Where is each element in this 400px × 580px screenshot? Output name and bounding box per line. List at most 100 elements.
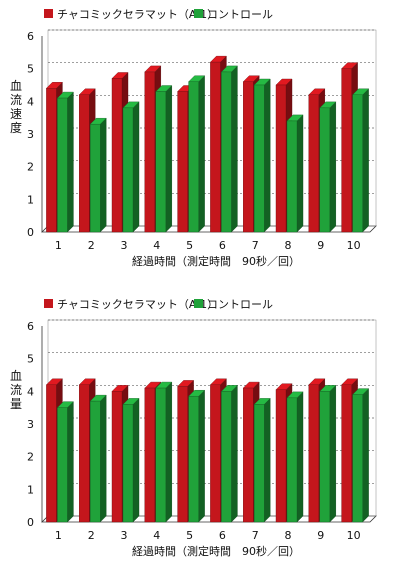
x-tick-label: 6 [219, 529, 226, 542]
bar-front [57, 97, 68, 233]
bar-side [132, 101, 140, 233]
bar-side [329, 101, 336, 233]
bar-side [198, 75, 205, 233]
bar-front [253, 404, 265, 523]
bar-front [210, 384, 221, 523]
bar-side [165, 85, 173, 233]
bar-side [264, 397, 271, 523]
x-tick-label: 10 [347, 529, 361, 542]
x-tick-label: 5 [186, 529, 193, 542]
volume-chart: チャコミックセラマット（A-1）コントロール 0 1 2 3 4 5 6 血流量 1 2 3 4 5 6 7 8… [10, 298, 377, 558]
x-axis-label: 経過時間（測定時間 90秒／回） [132, 544, 300, 558]
x-tick-label: 10 [347, 239, 361, 252]
y-tick-label: 1 [27, 193, 34, 206]
y-tick-label: 0 [27, 516, 34, 529]
bar-1-8 [319, 384, 337, 523]
x-tick-label: 9 [317, 239, 324, 252]
y-tick-label: 6 [27, 30, 34, 43]
bar-front [275, 84, 287, 233]
bar-1-3 [155, 381, 173, 523]
bar-side [296, 114, 304, 233]
legend-swatch-1 [194, 299, 203, 308]
bar-1-0 [56, 91, 74, 233]
y-tick-label: 5 [27, 353, 34, 366]
y-tick-label: 2 [27, 451, 34, 464]
legend-swatch-0 [44, 9, 53, 18]
bar-front [242, 387, 254, 523]
bar-side [296, 391, 304, 523]
x-tick-label: 4 [153, 239, 160, 252]
x-tick-label: 1 [55, 529, 62, 542]
x-tick-label: 6 [219, 239, 226, 252]
bar-front [111, 78, 123, 233]
bar-front [89, 123, 101, 233]
bar-1-7 [286, 114, 304, 233]
bar-1-0 [56, 401, 74, 523]
bar-front [111, 391, 123, 523]
bar-front [46, 384, 57, 523]
x-tick-label: 7 [252, 239, 259, 252]
x-tick-label: 2 [88, 529, 95, 542]
y-axis-label: 血流量 [10, 369, 22, 411]
bar-1-1 [89, 394, 107, 523]
bar-front [78, 384, 90, 523]
bar-1-4 [188, 389, 206, 523]
bar-front [177, 91, 188, 233]
bar-front [221, 71, 232, 233]
x-tick-label: 4 [153, 529, 160, 542]
velocity-chart: チャコミックセラマット（A-1）コントロール 0 1 2 3 4 5 6 血流速度 1 2 3 4 5 6 7… [10, 8, 377, 268]
x-tick-label: 2 [88, 239, 95, 252]
y-tick-label: 3 [27, 128, 34, 141]
x-tick-label: 3 [121, 239, 128, 252]
bar-front [341, 68, 352, 233]
bar-1-5 [220, 384, 238, 523]
y-tick-label: 4 [27, 385, 34, 398]
legend-label-0: チャコミックセラマット（A-1） [57, 8, 218, 21]
bar-1-9 [352, 88, 370, 233]
bar-front [319, 391, 330, 523]
y-tick-label: 5 [27, 63, 34, 76]
x-tick-label: 5 [186, 239, 193, 252]
bar-front [319, 107, 330, 233]
bar-front [210, 61, 221, 233]
bar-front [188, 81, 199, 233]
bar-front [352, 394, 363, 523]
bar-1-7 [286, 391, 304, 523]
legend-label-0: チャコミックセラマット（A-1） [57, 298, 218, 311]
bar-front [155, 387, 167, 523]
bar-front [242, 81, 254, 233]
y-tick-label: 3 [27, 418, 34, 431]
bar-front [308, 384, 319, 523]
bar-1-6 [253, 397, 271, 523]
legend-label-1: コントロール [207, 8, 273, 21]
bar-1-2 [122, 397, 140, 523]
y-tick-label: 2 [27, 161, 34, 174]
bar-front [341, 384, 352, 523]
x-tick-label: 9 [317, 529, 324, 542]
bar-front [155, 91, 167, 233]
bar-side [165, 381, 173, 523]
bar-front [78, 94, 90, 233]
y-axis-label: 血流速度 [10, 79, 22, 135]
bar-side [99, 117, 107, 233]
bar-1-6 [253, 78, 271, 233]
x-tick-label: 3 [121, 529, 128, 542]
bar-front [253, 84, 265, 233]
legend-swatch-1 [194, 9, 203, 18]
bar-1-8 [319, 101, 337, 233]
bar-side [231, 65, 238, 233]
bar-front [188, 396, 199, 523]
bar-1-4 [188, 75, 206, 233]
y-tick-label: 1 [27, 483, 34, 496]
bar-1-5 [220, 65, 238, 233]
bar-side [329, 384, 336, 523]
bar-front [89, 400, 101, 523]
bar-front [352, 94, 363, 233]
bar-front [122, 107, 134, 233]
bar-side [67, 401, 74, 523]
bar-side [231, 384, 238, 523]
bar-side [132, 397, 140, 523]
bar-front [221, 391, 232, 523]
bar-side [264, 78, 271, 233]
